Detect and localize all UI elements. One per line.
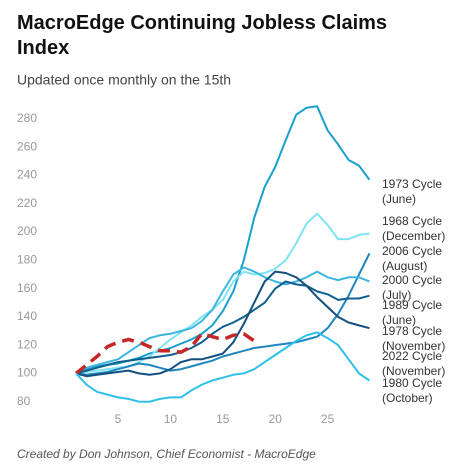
series-label: 2006 Cycle (August) — [382, 244, 442, 273]
footer: Created by Don Johnson, Chief Economist … — [17, 447, 316, 461]
series-line — [75, 270, 370, 378]
series-label: 1978 Cycle (November) — [382, 324, 445, 353]
x-tick-label: 20 — [269, 412, 283, 426]
series-label: 1973 Cycle (June) — [382, 177, 442, 206]
x-tick-label: 5 — [115, 412, 122, 426]
series-line — [75, 105, 371, 375]
chart-title: MacroEdge Continuing Jobless Claims Index — [17, 12, 387, 59]
series-label: 2000 Cycle (July) — [382, 273, 442, 302]
y-tick-label: 160 — [17, 281, 37, 295]
series-line — [75, 331, 371, 403]
x-tick-label: 10 — [164, 412, 178, 426]
y-tick-label: 220 — [17, 196, 37, 210]
y-tick-label: 100 — [17, 366, 37, 380]
y-tick-label: 180 — [17, 252, 37, 266]
series-line — [75, 266, 370, 375]
series-label: 1980 Cycle (October) — [382, 376, 442, 405]
chart-subtitle: Updated once monthly on the 15th — [17, 72, 231, 88]
series-label: 1989 Cycle (June) — [382, 298, 442, 327]
y-tick-label: 200 — [17, 224, 37, 238]
x-tick-label: 25 — [321, 412, 335, 426]
series-line — [75, 280, 370, 375]
x-tick-label: 15 — [216, 412, 230, 426]
series-line — [75, 252, 371, 376]
series-label: 1968 Cycle (December) — [382, 214, 445, 243]
series-line — [74, 332, 256, 375]
y-tick-label: 80 — [17, 394, 31, 408]
y-tick-label: 140 — [17, 309, 37, 323]
series-label: 2022 Cycle (November) — [382, 349, 445, 378]
y-tick-label: 260 — [17, 139, 37, 153]
y-tick-label: 240 — [17, 168, 37, 182]
y-tick-label: 120 — [17, 337, 37, 351]
y-tick-label: 280 — [17, 111, 37, 125]
